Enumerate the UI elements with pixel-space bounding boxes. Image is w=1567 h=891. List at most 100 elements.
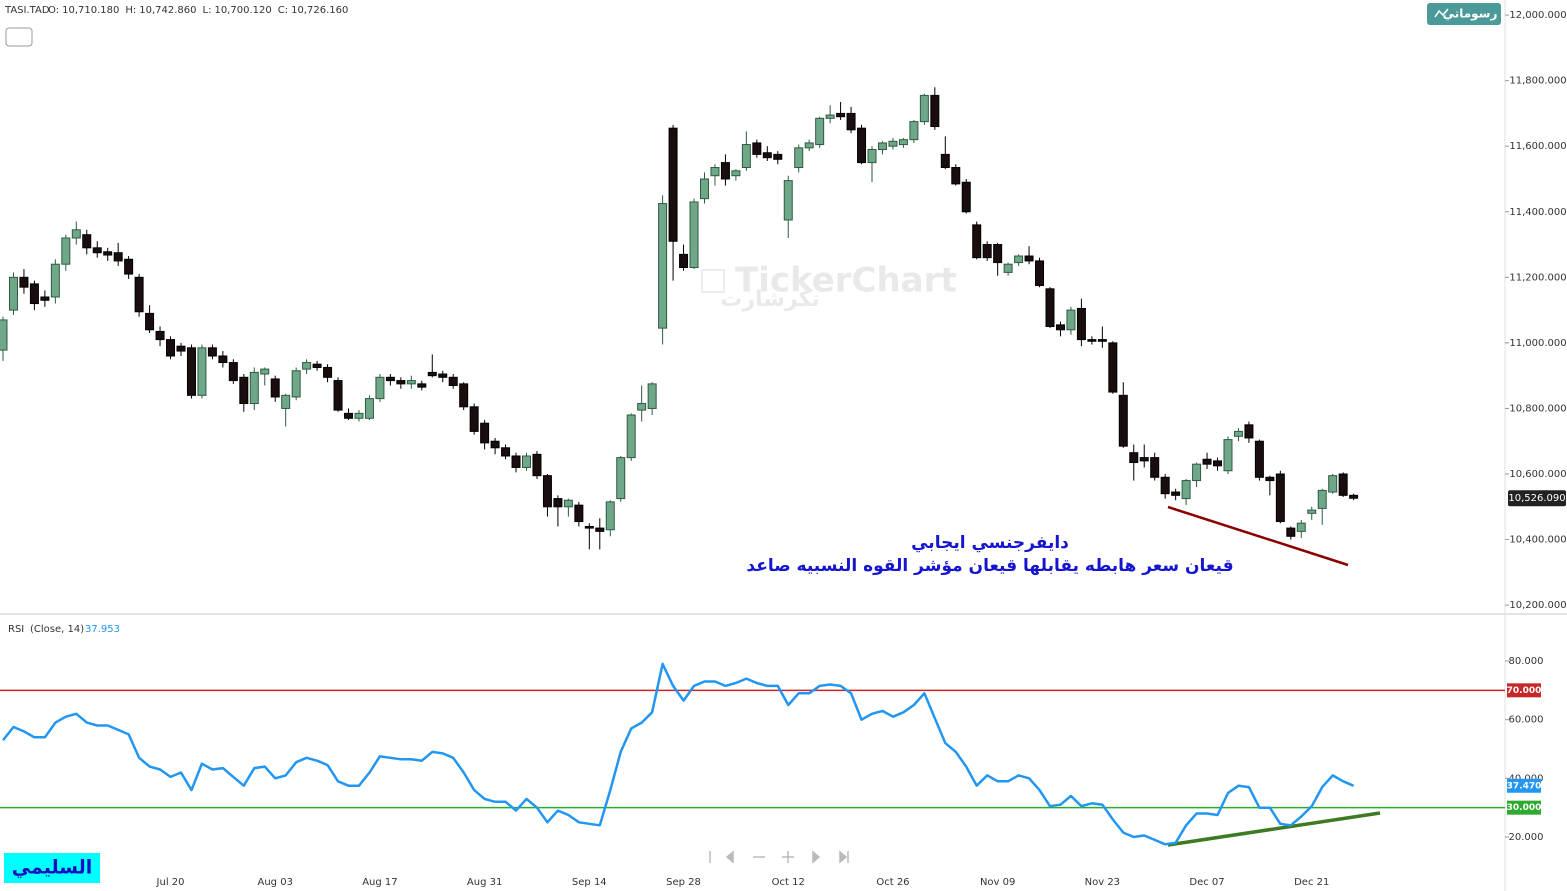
candle-body bbox=[898, 139, 908, 146]
y-tick-label: 11,400.000 bbox=[1509, 207, 1566, 218]
candle-body bbox=[344, 412, 354, 419]
y-tick-label: 11,000.000 bbox=[1509, 338, 1566, 349]
candle-body bbox=[689, 201, 699, 268]
candle-body bbox=[804, 142, 814, 149]
candle-body bbox=[134, 276, 144, 313]
candle-body bbox=[302, 362, 312, 370]
y-tick-label: 10,200.000 bbox=[1509, 600, 1566, 611]
candle-body bbox=[1328, 475, 1338, 493]
candle-body bbox=[71, 229, 81, 239]
candle-body bbox=[961, 181, 971, 213]
candle-body bbox=[511, 455, 521, 468]
x-tick-label: Dec 07 bbox=[1189, 877, 1224, 888]
candle-body bbox=[940, 153, 950, 169]
x-tick-label: Aug 31 bbox=[467, 877, 502, 888]
level-box bbox=[1507, 683, 1541, 698]
candle-body bbox=[1097, 339, 1107, 342]
field-key: H: bbox=[125, 5, 136, 16]
candle-body bbox=[877, 142, 887, 150]
candle-body bbox=[0, 319, 8, 351]
candle-body bbox=[1307, 509, 1317, 514]
candle-body bbox=[1254, 440, 1264, 478]
nav-back[interactable] bbox=[725, 850, 734, 864]
candle-body bbox=[532, 453, 542, 477]
nav-forward[interactable] bbox=[812, 850, 821, 864]
candle-body bbox=[1118, 394, 1128, 447]
drawings-button[interactable] bbox=[1427, 3, 1501, 25]
candle-body bbox=[1286, 527, 1296, 537]
candle-body bbox=[1233, 430, 1243, 437]
candle-body bbox=[825, 114, 835, 119]
field-value: 10,742.860 bbox=[139, 5, 196, 16]
candle-body bbox=[982, 244, 992, 259]
candle-body bbox=[710, 167, 720, 177]
field-key: L: bbox=[203, 5, 212, 16]
candle-body bbox=[1055, 324, 1065, 331]
annotation: دايفرجنسي ايجابي bbox=[911, 533, 1069, 553]
level-label: 30.000 bbox=[1507, 803, 1542, 813]
candle-body bbox=[857, 127, 867, 164]
x-tick-label: Aug 03 bbox=[258, 877, 293, 888]
x-tick-label: Dec 21 bbox=[1294, 877, 1329, 888]
candle-body bbox=[679, 253, 689, 268]
button-label[interactable]: رسوماتي bbox=[1443, 7, 1498, 22]
candle-body bbox=[783, 180, 793, 221]
candle-body bbox=[459, 383, 469, 408]
candle-body bbox=[1202, 458, 1212, 465]
candle-body bbox=[427, 371, 437, 377]
candle-body bbox=[1108, 342, 1118, 393]
candle-body bbox=[741, 144, 751, 169]
candle-body bbox=[668, 127, 678, 242]
y-tick-label: 11,200.000 bbox=[1509, 272, 1566, 283]
x-tick-label: Aug 17 bbox=[362, 877, 397, 888]
field-key: C: bbox=[278, 5, 288, 16]
button-icon[interactable] bbox=[1434, 8, 1449, 18]
candle-body bbox=[1192, 463, 1202, 482]
y-tick-label: 11,800.000 bbox=[1509, 76, 1566, 87]
x-tick-label: Jul 20 bbox=[156, 877, 185, 888]
x-tick-label: Oct 12 bbox=[772, 877, 805, 888]
field-value: 10,700.120 bbox=[214, 5, 271, 16]
field-value: 10,710.180 bbox=[62, 5, 119, 16]
candle-body bbox=[29, 283, 39, 305]
nav-end[interactable] bbox=[839, 850, 848, 864]
candle-body bbox=[637, 403, 647, 411]
candle-body bbox=[836, 112, 846, 118]
candle-body bbox=[888, 140, 898, 147]
watermark-arabic: تكرشارت bbox=[720, 287, 819, 312]
candle-body bbox=[699, 178, 709, 200]
candle-body bbox=[1213, 460, 1223, 467]
candle-body bbox=[626, 414, 636, 459]
candle-body bbox=[323, 366, 333, 378]
candle-body bbox=[522, 455, 531, 468]
candle-body bbox=[1244, 424, 1254, 439]
candle-body bbox=[1338, 473, 1348, 496]
candle-body bbox=[61, 237, 71, 265]
candle-body bbox=[731, 170, 741, 177]
candle-body bbox=[542, 475, 552, 508]
x-tick-label: Nov 09 bbox=[980, 877, 1015, 888]
toggle-box[interactable] bbox=[5, 27, 33, 47]
rsi-marker bbox=[1507, 778, 1541, 793]
candle-body bbox=[19, 276, 29, 288]
candle-body bbox=[605, 501, 615, 531]
candle-body bbox=[1317, 489, 1327, 509]
candle-body bbox=[972, 224, 982, 259]
header: TASI.TAD bbox=[4, 5, 50, 16]
candle-body bbox=[930, 94, 940, 128]
candle-body bbox=[1296, 522, 1306, 532]
candle-body bbox=[919, 94, 929, 123]
candle-body bbox=[1014, 255, 1024, 264]
candle-body bbox=[584, 525, 594, 529]
y-tick-label: 80.000 bbox=[1509, 656, 1544, 667]
candle-body bbox=[417, 383, 427, 388]
candle-body bbox=[155, 330, 165, 341]
candle-body bbox=[1181, 480, 1191, 500]
candle-body bbox=[1045, 288, 1055, 327]
price-trendline bbox=[1167, 505, 1349, 567]
candle-body bbox=[1139, 457, 1149, 462]
candle-body bbox=[260, 368, 270, 375]
level-box bbox=[1507, 800, 1541, 815]
